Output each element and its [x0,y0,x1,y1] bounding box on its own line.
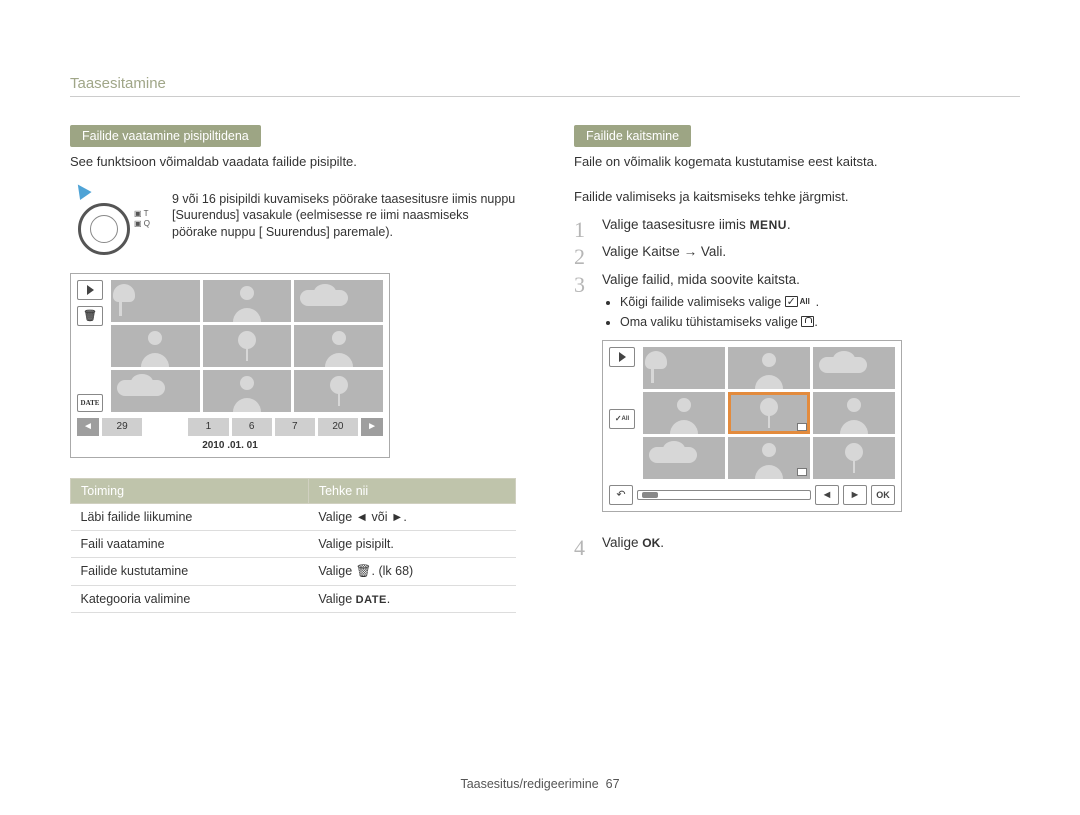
left-column: Failide vaatamine pisipiltidena See funk… [70,125,516,613]
page-footer: Taasesitus/redigeerimine 67 [0,777,1080,791]
menu-icon: MENU [750,218,787,232]
ok-icon: OK [871,485,895,505]
bullet: Kõigi failide valimiseks valige . [620,292,1020,312]
play-icon [77,280,103,300]
right-column: Failide kaitsmine Faile on võimalik koge… [574,125,1020,613]
lock-icon [797,468,807,476]
protect-screen: ✓All [602,340,902,512]
next-icon: ► [843,485,867,505]
bullet: Oma valiku tühistamiseks valige . [620,312,1020,332]
scroll-track [637,490,811,500]
intro-right: Faile on võimalik kogemata kustutamise e… [574,153,1020,171]
page-title: Taasesitamine [70,75,1020,97]
section-label-right: Failide kaitsmine [574,125,691,147]
table-row: Läbi failide liikumine Valige ◄ või ►. [71,503,516,530]
step-2: Valige Kaitse → Vali. [574,241,1020,263]
table-head: Tehke nii [308,478,515,503]
step-4: Valige OK. [574,532,1020,554]
lock-icon [797,423,807,431]
thumb-date: 2010 .01. 01 [77,440,383,451]
strip-next-icon: ► [361,418,383,436]
date-button: DATE [77,394,103,412]
thumbnail-grid [111,280,383,412]
steps-list: Valige taasesitusre iimis MENU. Valige K… [574,214,1020,554]
zoom-dial-illustration: ▣ T▣ Q [70,187,156,257]
strip-cell: 20 [318,418,358,436]
unlock-icon [801,316,814,327]
strip-cell: 7 [275,418,315,436]
select-all-icon: ✓All [609,409,635,429]
step-3: Valige failid, mida soovite kaitsta. Kõi… [574,269,1020,513]
strip-cell: 29 [102,418,142,436]
strip-cell: 1 [188,418,228,436]
strip-prev-icon: ◄ [77,418,99,436]
dial-hint: 9 või 16 pisipildi kuvamiseks pöörake ta… [172,187,516,242]
back-icon: ↶ [609,485,633,505]
intro-left: See funktsioon võimaldab vaadata failide… [70,153,516,171]
thumbnail-screen: 🗑 DATE ◄ 29 [70,273,390,458]
trash-icon: 🗑 [77,306,103,326]
table-row: Faili vaatamine Valige pisipilt. [71,530,516,557]
subheading: Failide valimiseks ja kaitsmiseks tehke … [574,189,1020,204]
play-icon [609,347,635,367]
arrow-right-icon: → [684,244,698,259]
ok-icon: OK [642,536,660,550]
strip-cell: 6 [232,418,272,436]
table-head: Toiming [71,478,309,503]
section-label-left: Failide vaatamine pisipiltidena [70,125,261,147]
table-row: Kategooria valimine Valige DATE. [71,585,516,612]
actions-table: Toiming Tehke nii Läbi failide liikumine… [70,478,516,613]
table-row: Failide kustutamine Valige 🗑. (lk 68) [71,557,516,585]
prev-icon: ◄ [815,485,839,505]
step-1: Valige taasesitusre iimis MENU. [574,214,1020,236]
select-all-icon [785,296,798,307]
